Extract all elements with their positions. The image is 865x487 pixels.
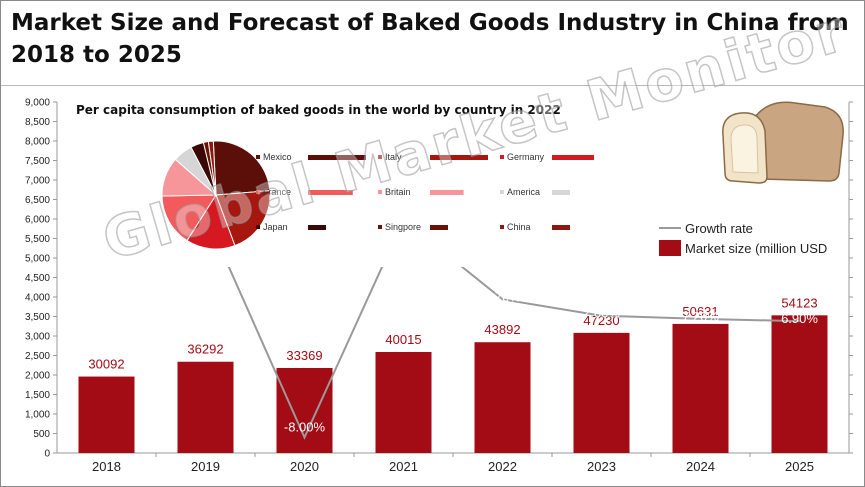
growth-rate-point bbox=[601, 315, 602, 317]
pie-legend-bar bbox=[430, 155, 488, 160]
y-tick-label: 3,500 bbox=[25, 312, 50, 323]
x-tick-label: 2019 bbox=[191, 459, 220, 474]
pie-chart: Mexico Italy Germany France Britain America Ja… bbox=[161, 140, 594, 250]
bar bbox=[276, 367, 333, 453]
growth-rate-point bbox=[799, 320, 800, 322]
bar-value-label: 54123 bbox=[781, 295, 817, 310]
bar bbox=[78, 376, 135, 453]
x-tick-label: 2024 bbox=[686, 459, 715, 474]
x-tick-label: 2023 bbox=[587, 459, 616, 474]
bar bbox=[474, 342, 531, 453]
bar bbox=[573, 332, 630, 453]
growth-rate-label: -8.00% bbox=[284, 419, 326, 434]
pie-legend-bar bbox=[552, 225, 570, 230]
pie-legend-marker bbox=[500, 155, 504, 159]
y-tick-label: 1,500 bbox=[25, 390, 50, 401]
bar bbox=[672, 323, 729, 453]
pie-legend-marker bbox=[378, 190, 382, 194]
y-tick-label: 6,500 bbox=[25, 195, 50, 206]
pie-slice bbox=[186, 193, 236, 250]
pie-slice bbox=[212, 140, 271, 196]
growth-rate-point bbox=[304, 436, 305, 438]
y-tick-label: 4,000 bbox=[25, 293, 50, 304]
pie-slice bbox=[215, 190, 271, 247]
pie-slice bbox=[161, 194, 217, 242]
pie-legend-label: France bbox=[263, 187, 291, 197]
title-divider bbox=[1, 85, 864, 86]
growth-rate-label: 7.60% bbox=[583, 306, 620, 321]
x-tick-label: 2022 bbox=[488, 459, 517, 474]
pie-inset-panel: Per capita consumption of baked goods in… bbox=[68, 94, 623, 267]
pie-legend-marker bbox=[256, 190, 260, 194]
pie-legend-label: Germany bbox=[507, 152, 545, 162]
y-tick-label: 9,000 bbox=[25, 98, 50, 109]
y-tick-label: 8,500 bbox=[25, 117, 50, 128]
y-tick-label: 3,000 bbox=[25, 332, 50, 343]
pie-legend-marker bbox=[256, 155, 260, 159]
growth-rate-point bbox=[502, 298, 503, 300]
pie-slice bbox=[207, 140, 217, 196]
pie-legend-bar bbox=[552, 190, 570, 195]
growth-rate-label: 7.20% bbox=[682, 309, 719, 324]
y-tick-label: 8,000 bbox=[25, 137, 50, 148]
y-tick-label: 1,000 bbox=[25, 410, 50, 421]
bread-loaf-icon bbox=[722, 101, 844, 184]
pie-legend-bar bbox=[308, 155, 366, 160]
chart-title: Market Size and Forecast of Baked Goods … bbox=[11, 10, 849, 68]
pie-legend-label: Mexico bbox=[263, 152, 292, 162]
pie-legend-label: America bbox=[507, 187, 540, 197]
legend-bar-swatch bbox=[659, 240, 681, 256]
pie-legend-marker bbox=[378, 155, 382, 159]
pie-legend-label: Singpore bbox=[385, 222, 421, 232]
y-tick-label: 5,500 bbox=[25, 234, 50, 245]
y-tick-label: 500 bbox=[33, 429, 50, 440]
x-tick-label: 2020 bbox=[290, 459, 319, 474]
pie-chart-title: Per capita consumption of baked goods in… bbox=[76, 103, 561, 117]
y-tick-label: 7,000 bbox=[25, 176, 50, 187]
y-tick-label: 5,000 bbox=[25, 254, 50, 265]
pie-legend-marker bbox=[500, 225, 504, 229]
bar-value-label: 50631 bbox=[682, 304, 718, 319]
pie-legend-marker bbox=[500, 190, 504, 194]
y-tick-label: 0 bbox=[44, 449, 50, 460]
x-tick-label: 2025 bbox=[785, 459, 814, 474]
pie-legend-label: China bbox=[507, 222, 531, 232]
pie-legend-label: Britain bbox=[385, 187, 411, 197]
pie-legend-bar bbox=[430, 225, 448, 230]
pie-legend-marker bbox=[378, 225, 382, 229]
bar-value-label: 36292 bbox=[187, 342, 223, 357]
x-tick-label: 2018 bbox=[92, 459, 121, 474]
growth-rate-label: 6.90% bbox=[781, 311, 818, 326]
y-tick-label: 7,500 bbox=[25, 156, 50, 167]
pie-legend-bar bbox=[308, 190, 353, 195]
bar-value-label: 43892 bbox=[484, 322, 520, 337]
bar bbox=[177, 361, 234, 453]
pie-legend-label: Italy bbox=[385, 152, 402, 162]
y-tick-label: 2,500 bbox=[25, 351, 50, 362]
bar bbox=[375, 351, 432, 453]
y-tick-label: 6,000 bbox=[25, 215, 50, 226]
bar bbox=[771, 315, 828, 453]
y-tick-label: 4,500 bbox=[25, 273, 50, 284]
x-tick-label: 2021 bbox=[389, 459, 418, 474]
pie-legend-bar bbox=[308, 225, 326, 230]
pie-legend-label: Japan bbox=[263, 222, 288, 232]
growth-rate-label: 9.70% bbox=[484, 289, 521, 304]
growth-rate-point bbox=[700, 318, 701, 320]
bar-value-label: 33369 bbox=[286, 348, 322, 363]
bar-value-label: 40015 bbox=[385, 332, 421, 347]
legend-label-growth-rate: Growth rate bbox=[685, 221, 753, 236]
y-tick-label: 2,000 bbox=[25, 371, 50, 382]
pie-legend-bar bbox=[430, 190, 464, 195]
pie-legend-marker bbox=[256, 225, 260, 229]
bar-value-label: 30092 bbox=[88, 357, 124, 372]
legend-label-market-size: Market size (million USD bbox=[685, 241, 827, 256]
pie-legend-bar bbox=[552, 155, 594, 160]
